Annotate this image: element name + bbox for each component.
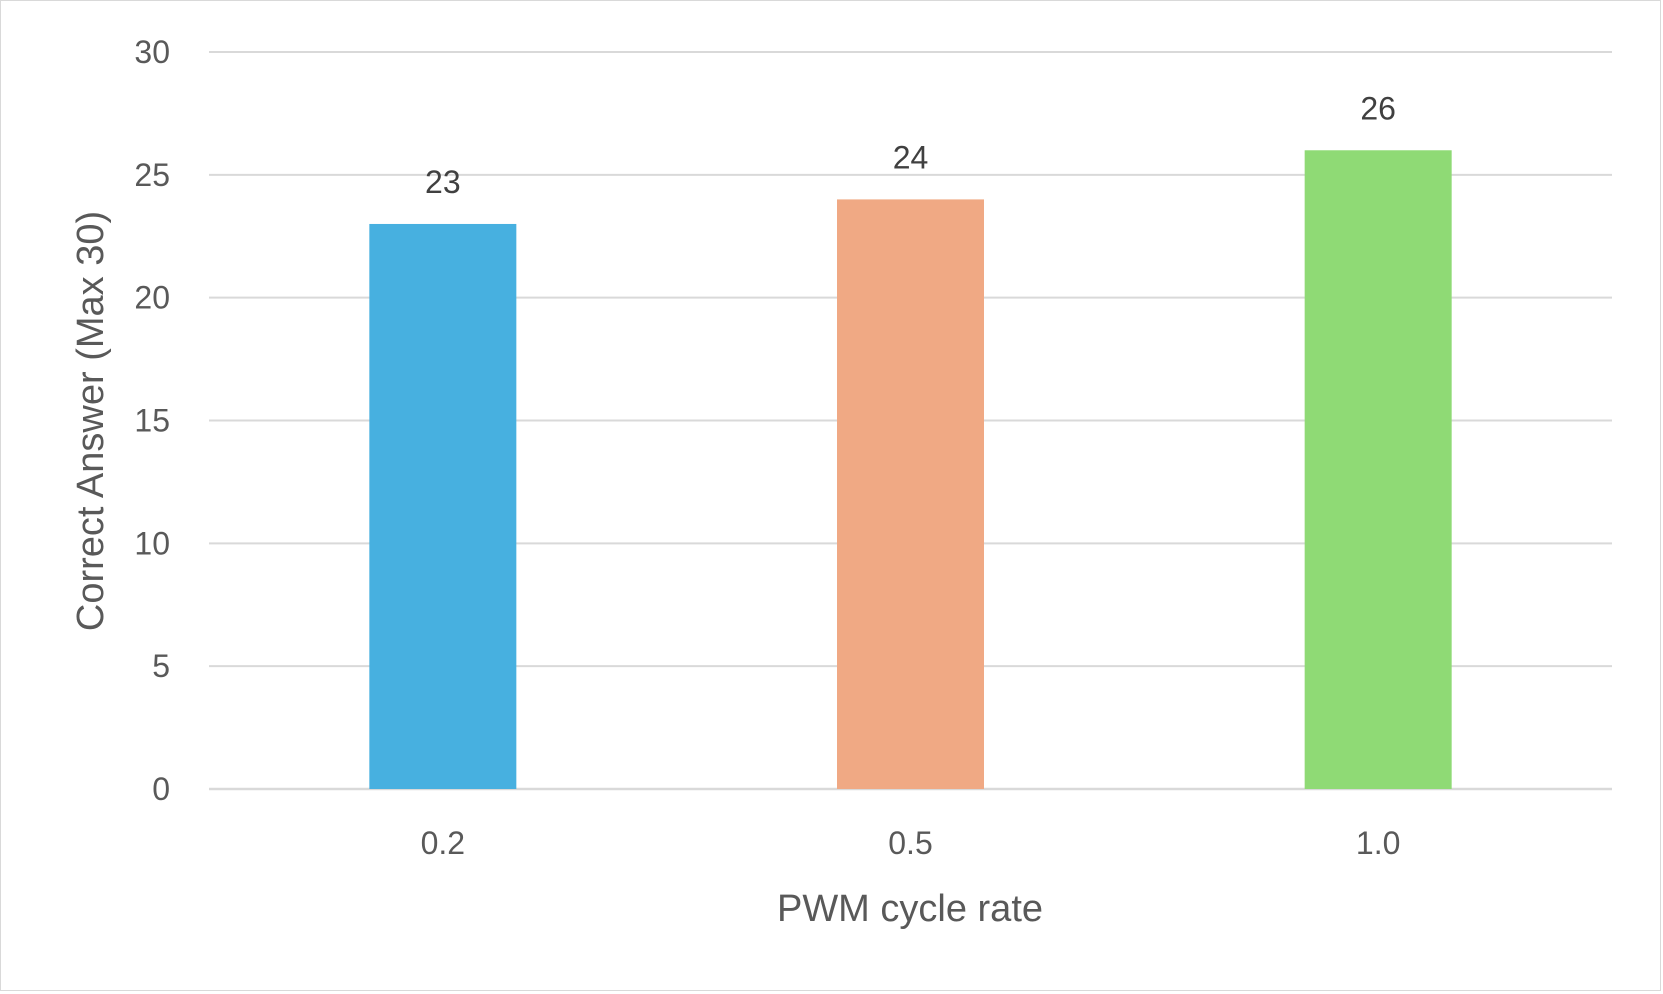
x-axis-ticks: 0.2 0.5 1.0 bbox=[421, 825, 1401, 861]
bar-0.5 bbox=[837, 199, 984, 789]
y-tick-label: 10 bbox=[134, 525, 170, 561]
x-tick-label: 0.2 bbox=[421, 825, 465, 861]
y-tick-label: 5 bbox=[152, 648, 170, 684]
data-label: 23 bbox=[425, 164, 461, 200]
y-axis-ticks: 0 5 10 15 20 25 30 bbox=[134, 34, 170, 807]
y-tick-label: 25 bbox=[134, 157, 170, 193]
x-tick-label: 1.0 bbox=[1356, 825, 1400, 861]
y-tick-label: 30 bbox=[134, 34, 170, 70]
bar-1.0 bbox=[1304, 150, 1452, 789]
data-label: 26 bbox=[1360, 90, 1396, 126]
bar-0.2 bbox=[369, 223, 517, 789]
data-labels: 23 24 26 bbox=[425, 90, 1396, 200]
bars bbox=[369, 150, 1452, 789]
y-tick-label: 20 bbox=[134, 280, 170, 316]
data-label: 24 bbox=[893, 139, 929, 175]
y-tick-label: 0 bbox=[152, 771, 170, 807]
y-tick-label: 15 bbox=[134, 403, 170, 439]
y-axis-title: Correct Answer (Max 30) bbox=[70, 211, 112, 631]
x-axis-title: PWM cycle rate bbox=[777, 888, 1043, 930]
x-tick-label: 0.5 bbox=[888, 825, 932, 861]
